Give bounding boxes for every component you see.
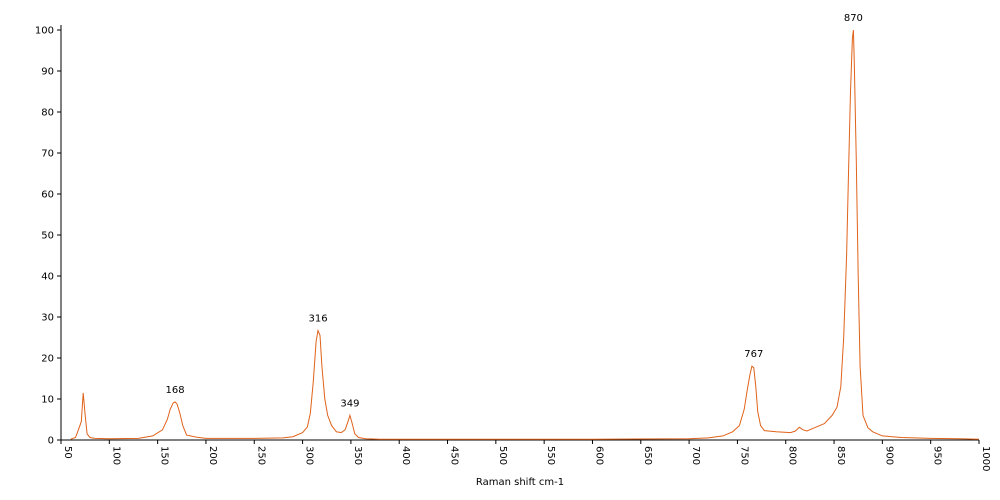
y-tick-label: 10 bbox=[41, 395, 54, 406]
x-tick-label: 450 bbox=[449, 446, 460, 465]
x-tick-label: 300 bbox=[304, 446, 315, 465]
peak-label: 168 bbox=[165, 385, 184, 396]
peak-label: 767 bbox=[744, 349, 763, 360]
y-tick-label: 30 bbox=[41, 313, 54, 324]
peak-annotations: 168 316 349 767 870 bbox=[165, 13, 862, 409]
x-axis-title: Raman shift cm-1 bbox=[476, 477, 564, 488]
peak-label: 349 bbox=[340, 398, 359, 409]
x-tick-label: 950 bbox=[932, 446, 943, 465]
y-tick-label: 90 bbox=[41, 67, 54, 78]
x-tick-label: 600 bbox=[593, 446, 604, 465]
x-tick-label: 750 bbox=[738, 446, 749, 465]
x-tick-label: 900 bbox=[883, 446, 894, 465]
peak-label: 870 bbox=[844, 13, 863, 24]
y-tick-label: 60 bbox=[41, 190, 54, 201]
peak-label: 316 bbox=[308, 314, 327, 325]
x-axis-ticks: 50 100 150 200 250 300 350 400 450 500 550 600 650 70… bbox=[60, 440, 991, 471]
x-tick-label: 150 bbox=[159, 446, 170, 465]
x-tick-label: 250 bbox=[255, 446, 266, 465]
x-tick-label: 700 bbox=[690, 446, 701, 465]
y-tick-label: 100 bbox=[35, 26, 54, 37]
x-tick-label: 650 bbox=[642, 446, 653, 465]
x-tick-label: 1000 bbox=[980, 446, 991, 471]
y-axis-ticks: 0 10 20 30 40 50 60 70 80 90 100 bbox=[35, 26, 61, 447]
y-tick-label: 20 bbox=[41, 354, 54, 365]
x-tick-label: 550 bbox=[545, 446, 556, 465]
x-tick-label: 500 bbox=[497, 446, 508, 465]
x-tick-label: 850 bbox=[835, 446, 846, 465]
plot-area: 50 100 150 200 250 300 350 400 450 500 550 600 650 70… bbox=[35, 13, 991, 471]
x-tick-label: 400 bbox=[400, 446, 411, 465]
y-tick-label: 0 bbox=[48, 436, 54, 447]
x-tick-label: 100 bbox=[110, 446, 121, 465]
x-tick-label: 200 bbox=[207, 446, 218, 465]
y-tick-label: 70 bbox=[41, 149, 54, 160]
y-tick-label: 50 bbox=[41, 231, 54, 242]
spectrum-line bbox=[70, 29, 980, 440]
y-tick-label: 80 bbox=[41, 108, 54, 119]
x-tick-label: 350 bbox=[352, 446, 363, 465]
y-tick-label: 40 bbox=[41, 272, 54, 283]
x-tick-label: 50 bbox=[62, 446, 73, 459]
x-tick-label: 800 bbox=[787, 446, 798, 465]
